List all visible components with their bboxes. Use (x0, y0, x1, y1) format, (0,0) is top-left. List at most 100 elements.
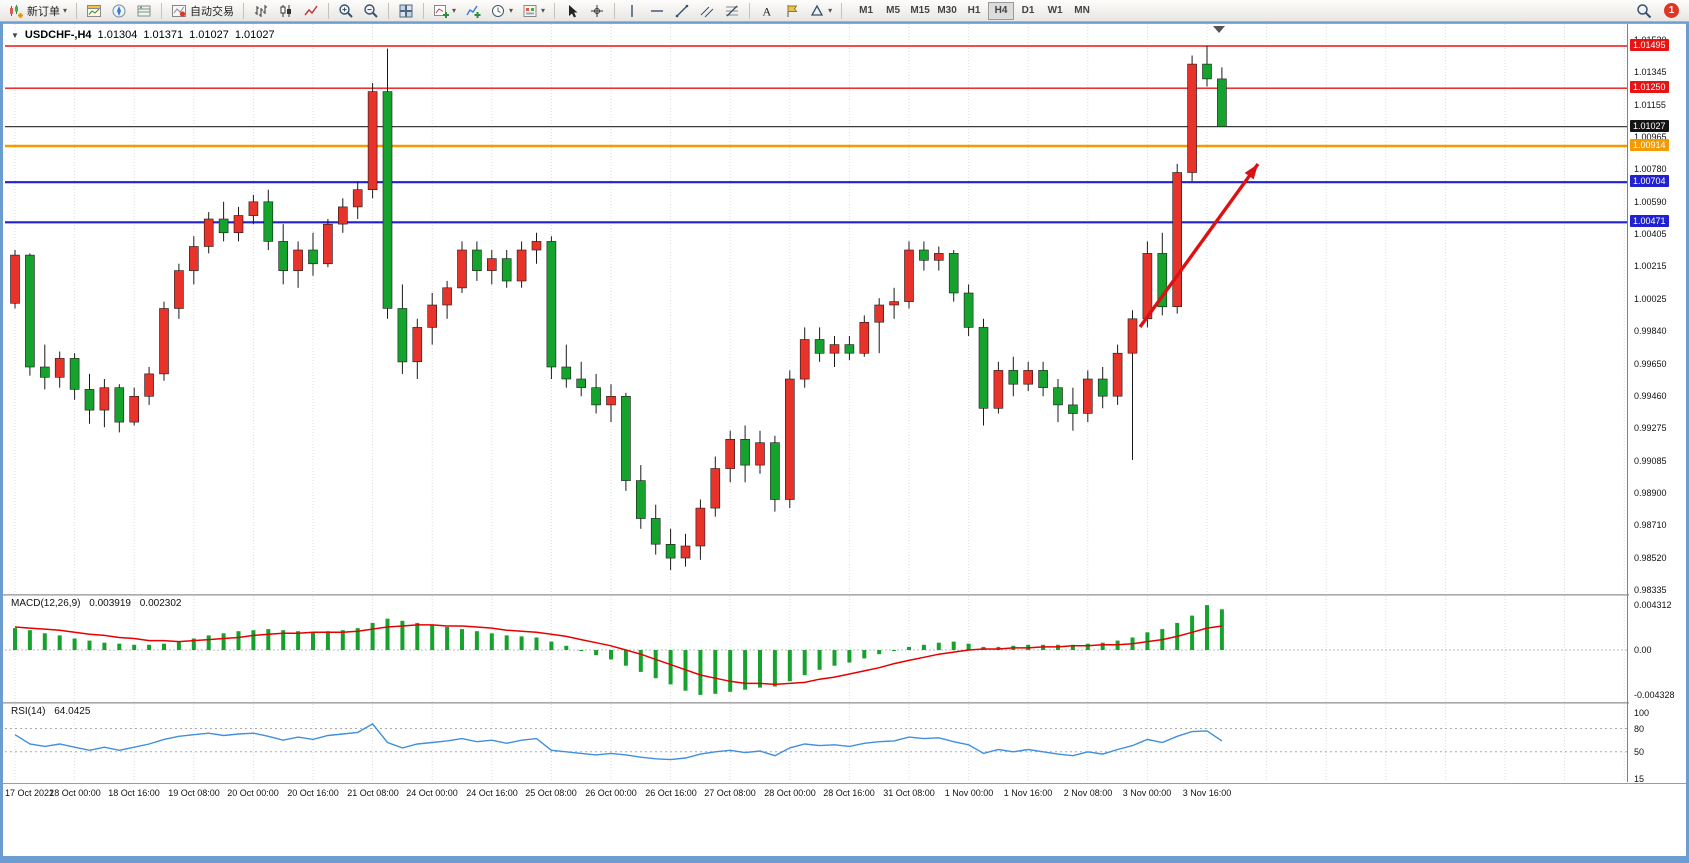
rsi-chart-canvas[interactable] (5, 704, 1627, 782)
horizontal-line-tool-button[interactable] (645, 1, 669, 21)
macd-axis-tick: 0.00 (1634, 645, 1652, 655)
candlestick-mode-button[interactable] (274, 1, 298, 21)
trendline-tool-button[interactable] (670, 1, 694, 21)
bar-chart-icon (255, 4, 268, 17)
time-axis[interactable]: 17 Oct 2022 18 Oct 00:00 18 Oct 16:00 19 Oc… (3, 783, 1686, 801)
time-label: 1 Nov 16:00 (1003, 788, 1053, 798)
channel-tool-button[interactable] (695, 1, 719, 21)
text-tool-button[interactable]: A (755, 1, 779, 21)
trend-arrow-line[interactable] (1138, 163, 1260, 328)
timeframe-button-d1[interactable]: D1 (1015, 2, 1041, 20)
tile-windows-button[interactable] (394, 1, 418, 21)
macd-chart-canvas[interactable] (5, 596, 1627, 702)
candle (784, 378, 795, 500)
vertical-line-tool-button[interactable] (620, 1, 644, 21)
notification-badge[interactable]: 1 (1664, 3, 1679, 18)
timeframe-button-m30[interactable]: M30 (934, 2, 960, 20)
line-chart-mode-button[interactable] (299, 1, 323, 21)
terminal-button[interactable] (132, 1, 156, 21)
panel-splitter[interactable] (3, 594, 1686, 596)
timeframe-button-mn[interactable]: MN (1069, 2, 1095, 20)
macd-histogram-bar (609, 650, 613, 660)
templates-button[interactable]: ▾ (518, 1, 549, 21)
macd-histogram-bar (296, 631, 301, 650)
periods-button[interactable]: ▾ (486, 1, 517, 21)
market-watch-button[interactable] (82, 1, 106, 21)
new-chart-button[interactable]: ▾ (429, 1, 460, 21)
timeframe-button-h4[interactable]: H4 (988, 1, 1015, 20)
time-label: 17 Oct 2022 (5, 788, 55, 798)
crosshair-icon (591, 4, 604, 17)
macd-histogram-bar (743, 650, 748, 690)
macd-histogram-bar (847, 650, 852, 663)
candle (859, 321, 870, 354)
crosshair-button[interactable] (585, 1, 609, 21)
market-watch-icon (87, 4, 102, 17)
bar-chart-mode-button[interactable] (249, 1, 273, 21)
macd-histogram-bar (176, 641, 181, 650)
macd-histogram-bar (117, 643, 122, 650)
macd-histogram-bar (504, 635, 509, 650)
candle (501, 258, 512, 282)
macd-histogram-bar (206, 635, 211, 650)
new-chart-icon (434, 4, 450, 18)
horizontal-line-icon (651, 9, 664, 12)
macd-histogram-bar (221, 633, 226, 650)
auto-trading-button[interactable]: 自动交易 (167, 1, 238, 21)
macd-histogram-bar (42, 633, 47, 650)
candle (770, 442, 780, 500)
price-chart-canvas[interactable] (5, 24, 1627, 594)
candle (919, 249, 929, 261)
timeframe-button-m1[interactable]: M1 (853, 2, 879, 20)
candle (1142, 253, 1153, 320)
timeframe-button-m15[interactable]: M15 (907, 2, 933, 20)
candle (1023, 370, 1034, 385)
macd-axis-tick: 0.004312 (1634, 600, 1672, 610)
new-order-button[interactable]: 新订单 ▾ (4, 1, 71, 21)
macd-histogram-bar (728, 650, 733, 692)
candle (695, 507, 706, 547)
indicators-button[interactable] (461, 1, 485, 21)
zoom-out-button[interactable] (359, 1, 383, 21)
ohlc-close: 1.01027 (234, 29, 275, 41)
rsi-axis-tick: 80 (1634, 724, 1645, 734)
cursor-button[interactable] (560, 1, 584, 21)
macd-histogram-bar (1085, 643, 1090, 650)
candle (889, 301, 899, 306)
price-tick: 0.98335 (1634, 585, 1667, 595)
toolbar-separator (243, 2, 245, 19)
panel-splitter[interactable] (3, 702, 1686, 704)
price-axis[interactable]: 1.015301.013451.011551.009651.007801.005… (1629, 24, 1686, 784)
macd-histogram-bar (281, 630, 286, 650)
timeframe-button-m5[interactable]: M5 (880, 2, 906, 20)
price-tick: 0.99460 (1634, 391, 1667, 401)
rsi-line (14, 722, 1223, 761)
candle (963, 292, 974, 328)
fibonacci-tool-button[interactable] (720, 1, 744, 21)
new-order-label: 新订单 (27, 5, 60, 18)
timeframe-button-w1[interactable]: W1 (1042, 2, 1068, 20)
new-order-icon (10, 4, 23, 18)
price-tick: 1.00590 (1634, 197, 1667, 207)
text-label-tool-button[interactable] (780, 1, 804, 21)
candle (874, 304, 885, 323)
search-button[interactable] (1632, 1, 1656, 21)
symbol-dropdown-icon[interactable]: ▼ (11, 30, 19, 40)
trendline-icon (675, 4, 689, 17)
candle (799, 339, 810, 380)
ohlc-open: 1.01304 (97, 29, 138, 41)
price-tick: 0.98520 (1634, 553, 1667, 563)
price-tick: 0.98900 (1634, 488, 1667, 498)
candle (278, 241, 289, 271)
timeframe-button-h1[interactable]: H1 (961, 2, 987, 20)
arrows-tool-button[interactable]: ▾ (805, 1, 836, 21)
candle (561, 366, 572, 380)
candle (159, 308, 169, 375)
macd-histogram-bar (534, 637, 539, 650)
macd-histogram-bar (713, 650, 718, 694)
zoom-in-button[interactable] (334, 1, 358, 21)
candle (308, 249, 318, 265)
text-tool-icon: A (763, 4, 772, 18)
navigator-button[interactable] (107, 1, 131, 21)
chart-shift-marker[interactable] (1213, 26, 1225, 33)
